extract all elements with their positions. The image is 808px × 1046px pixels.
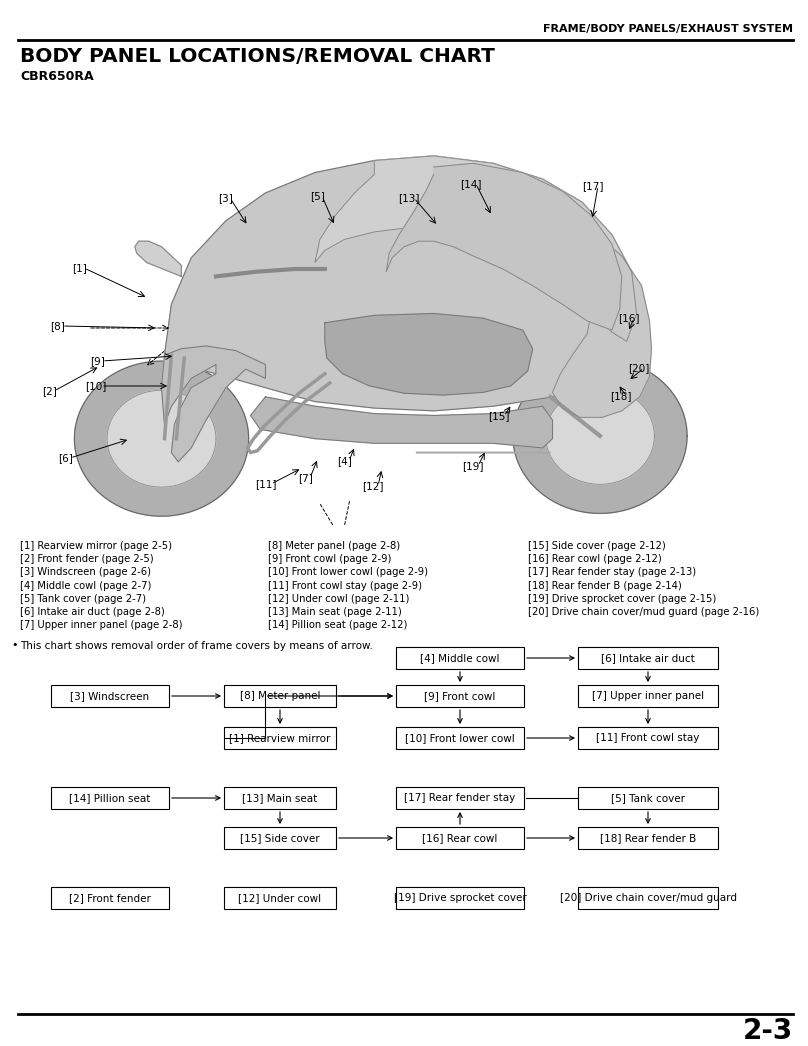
Text: [2]: [2] (42, 386, 57, 396)
Text: [19] Drive sprocket cover (page 2-15): [19] Drive sprocket cover (page 2-15) (528, 594, 716, 604)
Text: [14]: [14] (460, 179, 482, 189)
Text: [11] Front cowl stay: [11] Front cowl stay (596, 733, 700, 743)
Polygon shape (325, 314, 532, 395)
Text: [3] Windscreen: [3] Windscreen (70, 691, 149, 701)
FancyBboxPatch shape (224, 827, 336, 849)
Text: [13] Main seat (page 2-11): [13] Main seat (page 2-11) (268, 607, 402, 617)
Text: [6] Intake air duct (page 2-8): [6] Intake air duct (page 2-8) (20, 607, 165, 617)
Text: [16]: [16] (618, 313, 639, 323)
Text: CBR650RA: CBR650RA (20, 69, 94, 83)
FancyBboxPatch shape (51, 685, 169, 707)
FancyBboxPatch shape (224, 887, 336, 909)
Text: [10] Front lower cowl: [10] Front lower cowl (405, 733, 515, 743)
Text: [17] Rear fender stay: [17] Rear fender stay (404, 793, 516, 803)
FancyBboxPatch shape (578, 787, 718, 809)
FancyBboxPatch shape (224, 685, 336, 707)
Text: [8] Meter panel (page 2-8): [8] Meter panel (page 2-8) (268, 541, 400, 551)
Text: This chart shows removal order of frame covers by means of arrow.: This chart shows removal order of frame … (20, 641, 372, 652)
Text: [5] Tank cover (page 2-7): [5] Tank cover (page 2-7) (20, 594, 146, 604)
Text: [12] Under cowl (page 2-11): [12] Under cowl (page 2-11) (268, 594, 410, 604)
Text: [14] Pillion seat: [14] Pillion seat (69, 793, 150, 803)
Text: [20]: [20] (628, 363, 650, 373)
Text: [18] Rear fender B: [18] Rear fender B (600, 833, 696, 843)
FancyBboxPatch shape (396, 647, 524, 669)
Text: [2] Front fender (page 2-5): [2] Front fender (page 2-5) (20, 554, 154, 564)
Text: [20] Drive chain cover/mud guard: [20] Drive chain cover/mud guard (559, 893, 737, 903)
FancyBboxPatch shape (578, 685, 718, 707)
Text: FRAME/BODY PANELS/EXHAUST SYSTEM: FRAME/BODY PANELS/EXHAUST SYSTEM (543, 24, 793, 35)
Text: [12] Under cowl: [12] Under cowl (238, 893, 322, 903)
Text: [1]: [1] (72, 263, 87, 273)
Text: [16] Rear cowl (page 2-12): [16] Rear cowl (page 2-12) (528, 554, 662, 564)
Text: [11]: [11] (255, 479, 276, 488)
Text: [7]: [7] (298, 473, 313, 483)
Polygon shape (107, 390, 216, 487)
Text: [20] Drive chain cover/mud guard (page 2-16): [20] Drive chain cover/mud guard (page 2… (528, 607, 760, 617)
FancyBboxPatch shape (578, 827, 718, 849)
FancyBboxPatch shape (224, 787, 336, 809)
FancyBboxPatch shape (396, 787, 524, 809)
Text: [8] Meter panel: [8] Meter panel (240, 691, 320, 701)
Text: [15] Side cover (page 2-12): [15] Side cover (page 2-12) (528, 541, 666, 551)
Text: [6]: [6] (58, 453, 73, 463)
Polygon shape (165, 156, 637, 411)
Text: [9] Front cowl: [9] Front cowl (424, 691, 495, 701)
Text: [5]: [5] (310, 191, 325, 201)
Text: [9]: [9] (90, 356, 105, 366)
FancyBboxPatch shape (51, 787, 169, 809)
Text: [13]: [13] (398, 194, 419, 203)
Text: 2-3: 2-3 (743, 1017, 793, 1045)
Text: [4]: [4] (337, 456, 351, 467)
Polygon shape (513, 359, 687, 514)
FancyBboxPatch shape (578, 727, 718, 749)
Text: [2] Front fender: [2] Front fender (69, 893, 151, 903)
FancyBboxPatch shape (578, 647, 718, 669)
Text: [12]: [12] (362, 481, 384, 491)
Text: [3]: [3] (218, 194, 233, 203)
Polygon shape (545, 387, 654, 484)
Text: [17] Rear fender stay (page 2-13): [17] Rear fender stay (page 2-13) (528, 567, 696, 577)
Text: [19]: [19] (462, 461, 483, 471)
Text: [19] Drive sprocket cover: [19] Drive sprocket cover (393, 893, 526, 903)
FancyBboxPatch shape (224, 727, 336, 749)
Text: [15] Side cover: [15] Side cover (240, 833, 320, 843)
Text: [1] Rearview mirror (page 2-5): [1] Rearview mirror (page 2-5) (20, 541, 172, 551)
Text: [15]: [15] (488, 411, 510, 420)
FancyBboxPatch shape (396, 887, 524, 909)
Text: [9] Front cowl (page 2-9): [9] Front cowl (page 2-9) (268, 554, 391, 564)
Polygon shape (162, 346, 266, 462)
Polygon shape (74, 361, 249, 516)
Text: •: • (11, 640, 18, 651)
Text: BODY PANEL LOCATIONS/REMOVAL CHART: BODY PANEL LOCATIONS/REMOVAL CHART (20, 46, 494, 66)
Text: [13] Main seat: [13] Main seat (242, 793, 318, 803)
Polygon shape (386, 163, 621, 331)
Text: [10] Front lower cowl (page 2-9): [10] Front lower cowl (page 2-9) (268, 567, 428, 577)
Text: [3] Windscreen (page 2-6): [3] Windscreen (page 2-6) (20, 567, 151, 577)
FancyBboxPatch shape (396, 827, 524, 849)
Text: [7] Upper inner panel: [7] Upper inner panel (592, 691, 704, 701)
Text: [18]: [18] (610, 391, 632, 401)
FancyBboxPatch shape (396, 727, 524, 749)
Text: [16] Rear cowl: [16] Rear cowl (423, 833, 498, 843)
Text: [17]: [17] (582, 181, 604, 191)
FancyBboxPatch shape (51, 887, 169, 909)
Text: [4] Middle cowl: [4] Middle cowl (420, 653, 500, 663)
Text: [6] Intake air duct: [6] Intake air duct (601, 653, 695, 663)
Polygon shape (553, 230, 651, 417)
Text: [18] Rear fender B (page 2-14): [18] Rear fender B (page 2-14) (528, 581, 682, 591)
FancyBboxPatch shape (396, 685, 524, 707)
Text: [11] Front cowl stay (page 2-9): [11] Front cowl stay (page 2-9) (268, 581, 422, 591)
FancyBboxPatch shape (578, 887, 718, 909)
Text: [8]: [8] (50, 321, 65, 331)
Text: [7] Upper inner panel (page 2-8): [7] Upper inner panel (page 2-8) (20, 620, 183, 630)
Text: [1] Rearview mirror: [1] Rearview mirror (229, 733, 330, 743)
Polygon shape (135, 242, 181, 276)
Polygon shape (250, 396, 553, 448)
Text: [4] Middle cowl (page 2-7): [4] Middle cowl (page 2-7) (20, 581, 151, 591)
Text: [5] Tank cover: [5] Tank cover (611, 793, 685, 803)
Text: [14] Pillion seat (page 2-12): [14] Pillion seat (page 2-12) (268, 620, 407, 630)
Text: [10]: [10] (85, 381, 107, 391)
Polygon shape (315, 156, 637, 341)
